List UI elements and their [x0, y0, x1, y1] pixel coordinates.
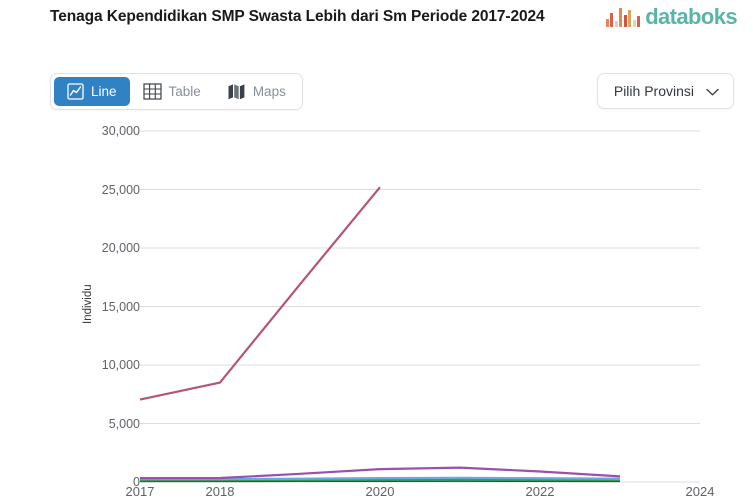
- brand-bar: [610, 13, 613, 27]
- chart-line-series-purple: [140, 468, 620, 479]
- x-axis-tick-label: 2017: [126, 484, 155, 499]
- brand-bar: [628, 10, 631, 27]
- x-axis-tick-label: 2022: [526, 484, 555, 499]
- x-axis-tick-label: 2020: [366, 484, 395, 499]
- chart-line-series-magenta: [140, 187, 380, 399]
- view-tab-table[interactable]: Table: [130, 77, 214, 106]
- table-grid-icon: [143, 83, 162, 100]
- databoks-wordmark: databoks: [645, 4, 737, 30]
- databoks-logo: databoks: [606, 4, 737, 30]
- page-title: Tenaga Kependidikan SMP Swasta Lebih dar…: [50, 4, 590, 29]
- province-dropdown[interactable]: Pilih Provinsi: [597, 73, 734, 109]
- x-axis-tick-label: 2024: [686, 484, 715, 499]
- view-tab-table-label: Table: [169, 84, 201, 99]
- chevron-down-icon: [706, 83, 719, 99]
- province-dropdown-label: Pilih Provinsi: [614, 83, 694, 99]
- x-axis-tick-label: 2018: [206, 484, 235, 499]
- databoks-mark-icon: [606, 7, 641, 27]
- brand-bar: [624, 15, 627, 27]
- view-mode-switch: Line Table Map: [50, 73, 303, 110]
- brand-bar: [615, 21, 618, 27]
- view-tab-line-label: Line: [91, 84, 117, 99]
- chart-toolbar: Line Table Map: [0, 70, 753, 115]
- brand-bar: [606, 19, 609, 27]
- chart-header: Tenaga Kependidikan SMP Swasta Lebih dar…: [0, 0, 753, 64]
- plot-canvas: [0, 115, 753, 498]
- brand-bar: [633, 20, 636, 27]
- line-chart-icon: [67, 83, 84, 100]
- map-icon: [227, 83, 246, 100]
- brand-bar: [619, 8, 622, 27]
- brand-bar: [637, 16, 640, 27]
- view-tab-line[interactable]: Line: [54, 77, 130, 106]
- view-tab-maps-label: Maps: [253, 84, 286, 99]
- view-tab-maps[interactable]: Maps: [214, 77, 299, 106]
